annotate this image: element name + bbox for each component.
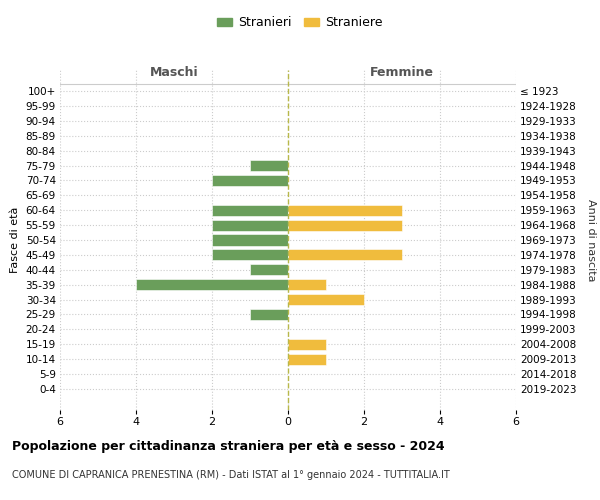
Bar <box>212 220 288 230</box>
Bar <box>250 160 288 171</box>
Bar <box>250 309 288 320</box>
Bar <box>288 354 326 365</box>
Text: Maschi: Maschi <box>149 66 199 79</box>
Bar <box>212 234 288 246</box>
Bar <box>250 264 288 276</box>
Legend: Stranieri, Straniere: Stranieri, Straniere <box>212 11 388 34</box>
Y-axis label: Anni di nascita: Anni di nascita <box>586 198 596 281</box>
Bar <box>212 175 288 186</box>
Bar <box>288 279 326 290</box>
Bar <box>288 294 364 305</box>
Bar <box>212 250 288 260</box>
Y-axis label: Fasce di età: Fasce di età <box>10 207 20 273</box>
Bar <box>288 338 326 350</box>
Bar <box>288 220 402 230</box>
Text: COMUNE DI CAPRANICA PRENESTINA (RM) - Dati ISTAT al 1° gennaio 2024 - TUTTITALIA: COMUNE DI CAPRANICA PRENESTINA (RM) - Da… <box>12 470 450 480</box>
Bar <box>212 204 288 216</box>
Bar <box>288 250 402 260</box>
Bar <box>288 204 402 216</box>
Bar <box>136 279 288 290</box>
Text: Popolazione per cittadinanza straniera per età e sesso - 2024: Popolazione per cittadinanza straniera p… <box>12 440 445 453</box>
Text: Femmine: Femmine <box>370 66 434 79</box>
